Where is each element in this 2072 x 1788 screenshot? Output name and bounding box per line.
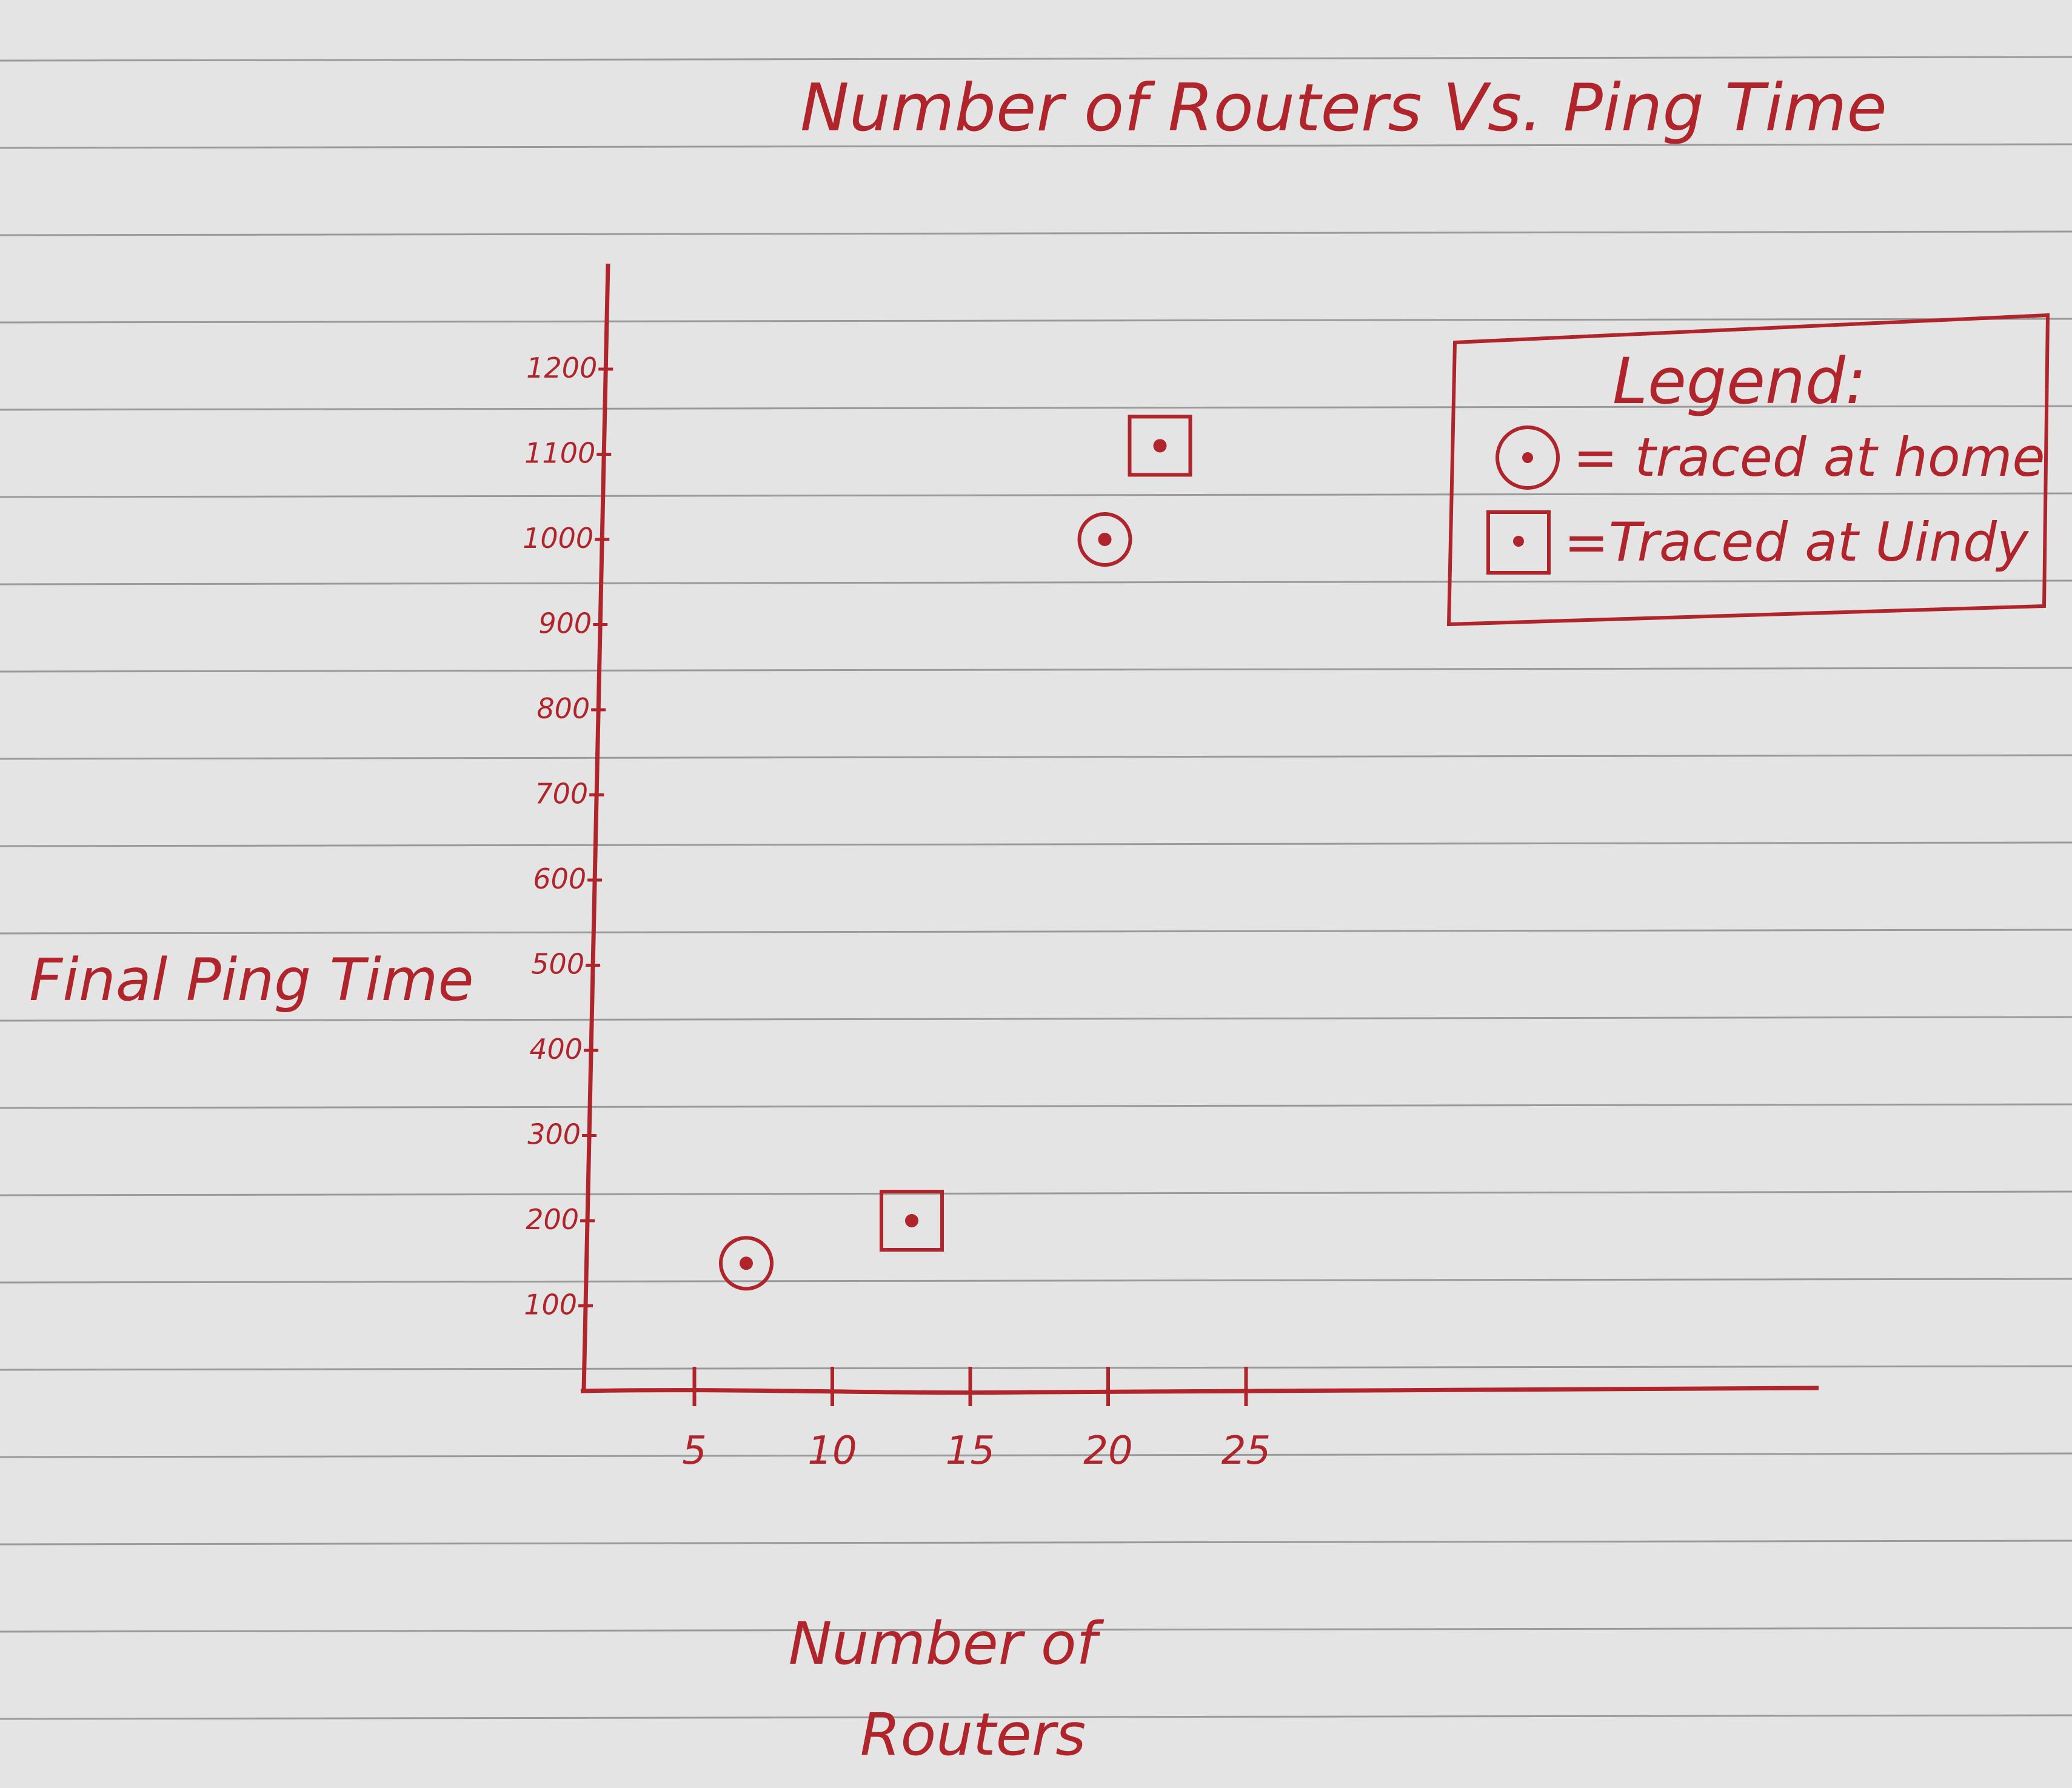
ruled-line bbox=[0, 405, 2072, 411]
point-square-marker bbox=[880, 1190, 944, 1252]
x-ticks: 5 10 15 20 25 bbox=[682, 1367, 1271, 1473]
x-axis-label: Number of Routers bbox=[789, 1610, 1105, 1769]
x-tick-label: 5 bbox=[682, 1429, 707, 1473]
ruled-line bbox=[0, 1365, 2072, 1371]
ruled-line bbox=[0, 492, 2072, 498]
ruled-line bbox=[0, 841, 2072, 847]
x-axis-label-line-1: Number of bbox=[789, 1610, 1105, 1678]
notebook-ruled-lines bbox=[0, 56, 2072, 1720]
point-circle-marker bbox=[719, 1236, 774, 1291]
y-tick-label: 1000 bbox=[523, 522, 593, 555]
point-center-dot bbox=[1153, 439, 1167, 453]
ruled-line bbox=[0, 1103, 2072, 1109]
ruled-line bbox=[0, 1539, 2072, 1546]
data-point-uindy bbox=[880, 1190, 944, 1252]
y-tick-label: 600 bbox=[533, 862, 586, 895]
ruled-line bbox=[0, 1190, 2072, 1196]
point-square-marker bbox=[1128, 415, 1192, 477]
point-circle-marker bbox=[1077, 512, 1132, 567]
ruled-line bbox=[0, 754, 2072, 760]
square-dot-marker-icon bbox=[1486, 510, 1551, 575]
y-axis-line bbox=[581, 263, 610, 1392]
point-center-dot bbox=[740, 1256, 753, 1270]
ruled-line bbox=[0, 929, 2072, 935]
y-tick-label: 200 bbox=[526, 1203, 579, 1236]
data-points bbox=[719, 415, 1192, 1291]
x-tick-label: 15 bbox=[946, 1429, 995, 1473]
point-center-dot bbox=[905, 1214, 918, 1227]
ruled-line bbox=[0, 56, 2072, 62]
y-tick-label: 100 bbox=[524, 1289, 577, 1321]
legend-entry-home: = traced at home bbox=[1496, 425, 2045, 490]
y-tick-label: 300 bbox=[527, 1118, 581, 1151]
ruled-line bbox=[0, 579, 2072, 585]
x-tick-label: 25 bbox=[1221, 1429, 1271, 1473]
ruled-line bbox=[0, 1278, 2072, 1284]
legend-title: Legend: bbox=[1612, 344, 1866, 418]
x-axis-label-line-2: Routers bbox=[860, 1701, 1086, 1769]
chart-axes bbox=[580, 263, 1819, 1395]
legend-label-home: = traced at home bbox=[1573, 426, 2045, 489]
ruled-line bbox=[0, 1016, 2072, 1022]
ruled-line bbox=[0, 1627, 2072, 1633]
ruled-line bbox=[0, 230, 2072, 236]
ruled-line bbox=[0, 143, 2072, 149]
data-point-uindy bbox=[1128, 415, 1192, 477]
x-tick-label: 10 bbox=[807, 1429, 857, 1473]
y-axis-label: Final Ping Time bbox=[29, 946, 474, 1014]
x-axis-line bbox=[580, 1386, 1819, 1395]
y-tick-label: 700 bbox=[535, 778, 588, 810]
point-center-dot bbox=[1098, 533, 1112, 546]
data-point-home bbox=[719, 1236, 774, 1291]
chart-title: Number of Routers Vs. Ping Time bbox=[800, 70, 1887, 146]
ruled-line bbox=[0, 1714, 2072, 1720]
y-tick-label: 400 bbox=[529, 1033, 583, 1066]
y-tick-label: 800 bbox=[536, 692, 590, 725]
legend-label-uindy: =Traced at Uindy bbox=[1564, 511, 2030, 573]
y-ticks: 100 200 300 400 500 600 700 800 900 1000 1100 1200 bbox=[523, 352, 613, 1321]
ruled-line bbox=[0, 667, 2072, 673]
y-tick-label: 1100 bbox=[524, 437, 595, 470]
y-tick-label: 500 bbox=[531, 948, 584, 981]
circle-dot-marker-icon bbox=[1496, 425, 1560, 490]
y-tick-label: 1200 bbox=[526, 352, 597, 384]
y-tick-label: 900 bbox=[538, 607, 592, 640]
legend-box bbox=[1446, 313, 2050, 627]
marker-center-dot bbox=[1513, 536, 1524, 547]
x-tick-label: 20 bbox=[1083, 1429, 1132, 1473]
legend: Legend: = traced at home =Traced at Uind… bbox=[1446, 313, 2050, 627]
marker-center-dot bbox=[1522, 452, 1533, 463]
ruled-line bbox=[0, 318, 2072, 324]
legend-entry-uindy: =Traced at Uindy bbox=[1486, 510, 2030, 575]
ruled-line bbox=[0, 1452, 2072, 1458]
data-point-home bbox=[1077, 512, 1132, 567]
